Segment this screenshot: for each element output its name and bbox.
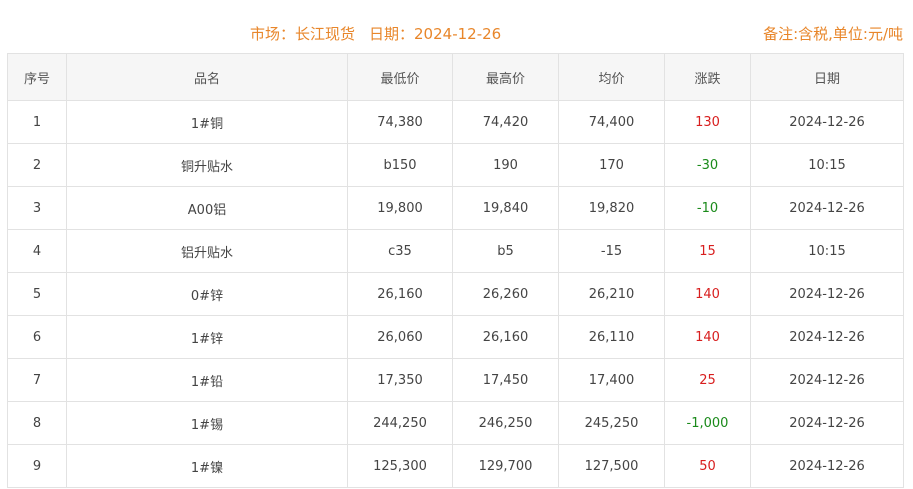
cell-change: 50	[664, 444, 751, 488]
cell-name: A00铝	[66, 186, 348, 230]
cell-change: 140	[664, 315, 751, 359]
cell-avg: 74,400	[558, 100, 665, 144]
cell-high: 74,420	[452, 100, 559, 144]
cell-change: 130	[664, 100, 751, 144]
cell-index: 9	[7, 444, 67, 488]
cell-name: 0#锌	[66, 272, 348, 316]
cell-name: 1#镍	[66, 444, 348, 488]
cell-index: 2	[7, 143, 67, 187]
cell-date: 2024-12-26	[750, 100, 904, 144]
market-label: 市场：长江现货	[250, 25, 356, 43]
cell-date: 2024-12-26	[750, 401, 904, 445]
cell-change: 25	[664, 358, 751, 402]
cell-change: 15	[664, 229, 751, 273]
cell-avg: -15	[558, 229, 665, 273]
unit-note: 备注:含税,单位:元/吨	[763, 25, 903, 43]
column-header-name: 品名	[66, 53, 348, 101]
cell-low: b150	[347, 143, 453, 187]
table-row: 7 1#铅 17,350 17,450 17,400 25 2024-12-26	[7, 358, 904, 402]
column-header-index: 序号	[7, 53, 67, 101]
column-header-change: 涨跌	[664, 53, 751, 101]
cell-name: 铝升贴水	[66, 229, 348, 273]
cell-date: 2024-12-26	[750, 186, 904, 230]
cell-high: 26,160	[452, 315, 559, 359]
table-header: 序号 品名 最低价 最高价 均价 涨跌 日期	[7, 53, 904, 101]
header: 市场：长江现货 日期：2024-12-26 备注:含税,单位:元/吨	[0, 0, 913, 53]
column-header-high: 最高价	[452, 53, 559, 101]
cell-high: 19,840	[452, 186, 559, 230]
cell-date: 2024-12-26	[750, 444, 904, 488]
cell-high: 17,450	[452, 358, 559, 402]
cell-change: -10	[664, 186, 751, 230]
cell-index: 5	[7, 272, 67, 316]
price-table: 序号 品名 最低价 最高价 均价 涨跌 日期 1 1#铜 74,380 74,420 74,400 1…	[7, 53, 904, 488]
table-row: 1 1#铜 74,380 74,420 74,400 130 2024-12-26	[7, 100, 904, 144]
cell-low: 74,380	[347, 100, 453, 144]
cell-change: -1,000	[664, 401, 751, 445]
cell-index: 4	[7, 229, 67, 273]
cell-name: 1#锌	[66, 315, 348, 359]
cell-name: 1#锡	[66, 401, 348, 445]
column-header-avg: 均价	[558, 53, 665, 101]
table-row: 4 铝升贴水 c35 b5 -15 15 10:15	[7, 229, 904, 273]
cell-avg: 170	[558, 143, 665, 187]
cell-low: 26,160	[347, 272, 453, 316]
cell-low: 244,250	[347, 401, 453, 445]
table-row: 3 A00铝 19,800 19,840 19,820 -10 2024-12-26	[7, 186, 904, 230]
cell-low: c35	[347, 229, 453, 273]
cell-change: 140	[664, 272, 751, 316]
cell-date: 2024-12-26	[750, 272, 904, 316]
table-row: 6 1#锌 26,060 26,160 26,110 140 2024-12-26	[7, 315, 904, 359]
cell-high: 26,260	[452, 272, 559, 316]
cell-avg: 26,110	[558, 315, 665, 359]
cell-low: 125,300	[347, 444, 453, 488]
cell-index: 8	[7, 401, 67, 445]
cell-avg: 245,250	[558, 401, 665, 445]
cell-low: 17,350	[347, 358, 453, 402]
cell-name: 1#铜	[66, 100, 348, 144]
table-row: 8 1#锡 244,250 246,250 245,250 -1,000 2024-12-2…	[7, 401, 904, 445]
cell-date: 2024-12-26	[750, 358, 904, 402]
cell-high: 246,250	[452, 401, 559, 445]
cell-high: 129,700	[452, 444, 559, 488]
cell-avg: 19,820	[558, 186, 665, 230]
cell-date: 10:15	[750, 143, 904, 187]
cell-index: 7	[7, 358, 67, 402]
cell-high: 190	[452, 143, 559, 187]
cell-index: 6	[7, 315, 67, 359]
column-header-date: 日期	[750, 53, 904, 101]
cell-low: 26,060	[347, 315, 453, 359]
table-row: 9 1#镍 125,300 129,700 127,500 50 2024-12-26	[7, 444, 904, 488]
table-row: 2 铜升贴水 b150 190 170 -30 10:15	[7, 143, 904, 187]
cell-avg: 26,210	[558, 272, 665, 316]
cell-index: 1	[7, 100, 67, 144]
cell-index: 3	[7, 186, 67, 230]
cell-change: -30	[664, 143, 751, 187]
cell-high: b5	[452, 229, 559, 273]
cell-name: 铜升贴水	[66, 143, 348, 187]
cell-name: 1#铅	[66, 358, 348, 402]
cell-avg: 17,400	[558, 358, 665, 402]
market-title: 市场：长江现货 日期：2024-12-26	[250, 23, 515, 44]
date-label: 日期：2024-12-26	[369, 25, 502, 43]
cell-date: 10:15	[750, 229, 904, 273]
table-row: 5 0#锌 26,160 26,260 26,210 140 2024-12-26	[7, 272, 904, 316]
cell-low: 19,800	[347, 186, 453, 230]
column-header-low: 最低价	[347, 53, 453, 101]
cell-date: 2024-12-26	[750, 315, 904, 359]
cell-avg: 127,500	[558, 444, 665, 488]
